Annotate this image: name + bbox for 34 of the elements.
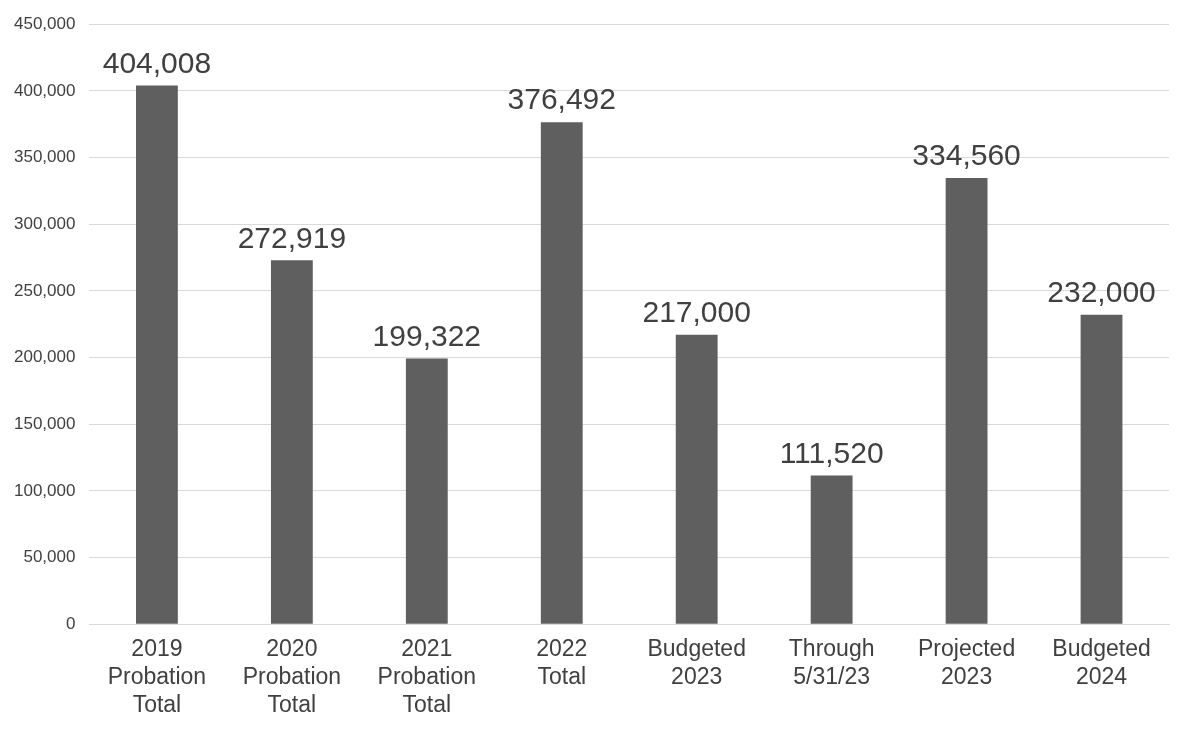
bar — [270, 260, 313, 624]
bar — [945, 178, 988, 624]
x-tick-label: 2022 Total — [536, 635, 588, 689]
data-label: 272,919 — [237, 220, 347, 254]
data-label: 404,008 — [102, 45, 212, 79]
y-tick-label: 50,000 — [23, 547, 76, 567]
y-tick-label: 100,000 — [14, 480, 76, 500]
y-tick-label: 300,000 — [14, 213, 76, 233]
y-tick-label: 250,000 — [14, 280, 76, 300]
x-tick-label: Through 5/31/23 — [788, 635, 875, 689]
y-tick-label: 450,000 — [14, 13, 76, 33]
x-tick-label: 2019 Probation Total — [107, 635, 207, 717]
x-tick-label: Projected 2023 — [918, 635, 1016, 689]
x-tick-label: Budgeted 2023 — [647, 635, 746, 689]
bar — [540, 122, 583, 624]
x-tick-label: Budgeted 2024 — [1052, 635, 1151, 689]
data-label: 217,000 — [642, 295, 751, 329]
x-tick-label: 2021 Probation Total — [377, 635, 477, 717]
y-tick-label: 400,000 — [14, 80, 76, 100]
data-label: 111,520 — [779, 435, 884, 469]
data-label: 376,492 — [507, 82, 616, 116]
y-tick-label: 200,000 — [14, 347, 76, 367]
data-label: 199,322 — [372, 318, 482, 352]
bar — [1080, 314, 1123, 624]
data-label: 334,560 — [912, 138, 1021, 172]
bar — [810, 475, 853, 624]
bar — [136, 85, 178, 624]
bar — [675, 334, 718, 624]
bar — [405, 358, 448, 624]
x-tick-label: 2020 Probation Total — [242, 635, 342, 717]
data-label: 232,000 — [1047, 275, 1156, 309]
y-tick-label: 0 — [65, 613, 76, 633]
y-tick-label: 150,000 — [14, 413, 76, 433]
y-tick-label: 350,000 — [14, 147, 76, 167]
